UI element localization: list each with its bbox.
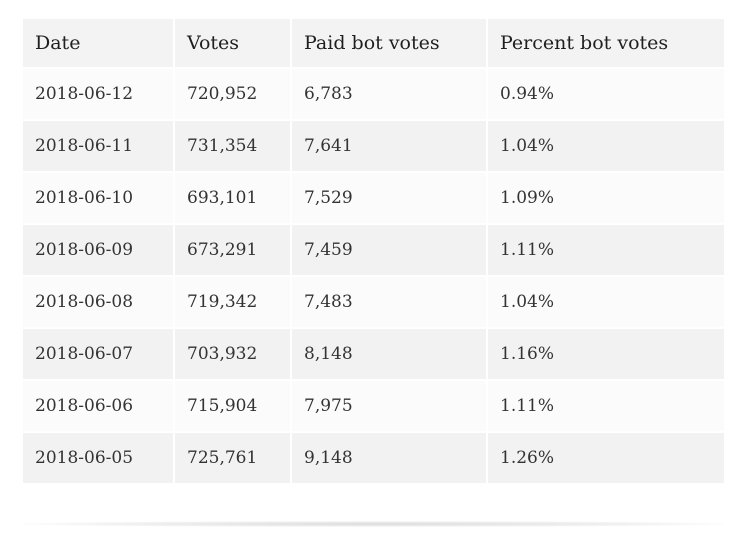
cell-date: 2018-06-06 <box>23 381 175 433</box>
column-header-votes: Votes <box>175 19 292 69</box>
cell-votes: 719,342 <box>175 277 292 329</box>
cell-date: 2018-06-12 <box>23 69 175 121</box>
cell-votes: 720,952 <box>175 69 292 121</box>
cell-date: 2018-06-10 <box>23 173 175 225</box>
votes-table: Date Votes Paid bot votes Percent bot vo… <box>23 19 724 483</box>
cell-percent-bot-votes: 0.94% <box>488 69 724 121</box>
table-row: 2018-06-09 673,291 7,459 1.11% <box>23 225 724 277</box>
cell-votes: 731,354 <box>175 121 292 173</box>
table-body: 2018-06-12 720,952 6,783 0.94% 2018-06-1… <box>23 69 724 483</box>
cell-paid-bot-votes: 7,459 <box>292 225 488 277</box>
cell-date: 2018-06-09 <box>23 225 175 277</box>
table-row: 2018-06-05 725,761 9,148 1.26% <box>23 433 724 483</box>
cell-percent-bot-votes: 1.26% <box>488 433 724 483</box>
cell-votes: 715,904 <box>175 381 292 433</box>
cell-date: 2018-06-05 <box>23 433 175 483</box>
cell-paid-bot-votes: 8,148 <box>292 329 488 381</box>
cell-paid-bot-votes: 7,483 <box>292 277 488 329</box>
cell-percent-bot-votes: 1.11% <box>488 381 724 433</box>
cell-votes: 673,291 <box>175 225 292 277</box>
table-row: 2018-06-10 693,101 7,529 1.09% <box>23 173 724 225</box>
bottom-shadow-divider <box>23 521 724 527</box>
cell-percent-bot-votes: 1.09% <box>488 173 724 225</box>
table-row: 2018-06-08 719,342 7,483 1.04% <box>23 277 724 329</box>
cell-percent-bot-votes: 1.04% <box>488 277 724 329</box>
table-header: Date Votes Paid bot votes Percent bot vo… <box>23 19 724 69</box>
cell-date: 2018-06-07 <box>23 329 175 381</box>
cell-votes: 725,761 <box>175 433 292 483</box>
header-row: Date Votes Paid bot votes Percent bot vo… <box>23 19 724 69</box>
cell-paid-bot-votes: 7,529 <box>292 173 488 225</box>
column-header-date: Date <box>23 19 175 69</box>
table-row: 2018-06-12 720,952 6,783 0.94% <box>23 69 724 121</box>
cell-votes: 703,932 <box>175 329 292 381</box>
table-row: 2018-06-06 715,904 7,975 1.11% <box>23 381 724 433</box>
cell-paid-bot-votes: 9,148 <box>292 433 488 483</box>
column-header-percent-bot-votes: Percent bot votes <box>488 19 724 69</box>
cell-percent-bot-votes: 1.16% <box>488 329 724 381</box>
cell-percent-bot-votes: 1.04% <box>488 121 724 173</box>
column-header-paid-bot-votes: Paid bot votes <box>292 19 488 69</box>
table-row: 2018-06-07 703,932 8,148 1.16% <box>23 329 724 381</box>
cell-paid-bot-votes: 7,641 <box>292 121 488 173</box>
cell-date: 2018-06-08 <box>23 277 175 329</box>
cell-paid-bot-votes: 6,783 <box>292 69 488 121</box>
cell-percent-bot-votes: 1.11% <box>488 225 724 277</box>
cell-votes: 693,101 <box>175 173 292 225</box>
cell-paid-bot-votes: 7,975 <box>292 381 488 433</box>
cell-date: 2018-06-11 <box>23 121 175 173</box>
table-row: 2018-06-11 731,354 7,641 1.04% <box>23 121 724 173</box>
